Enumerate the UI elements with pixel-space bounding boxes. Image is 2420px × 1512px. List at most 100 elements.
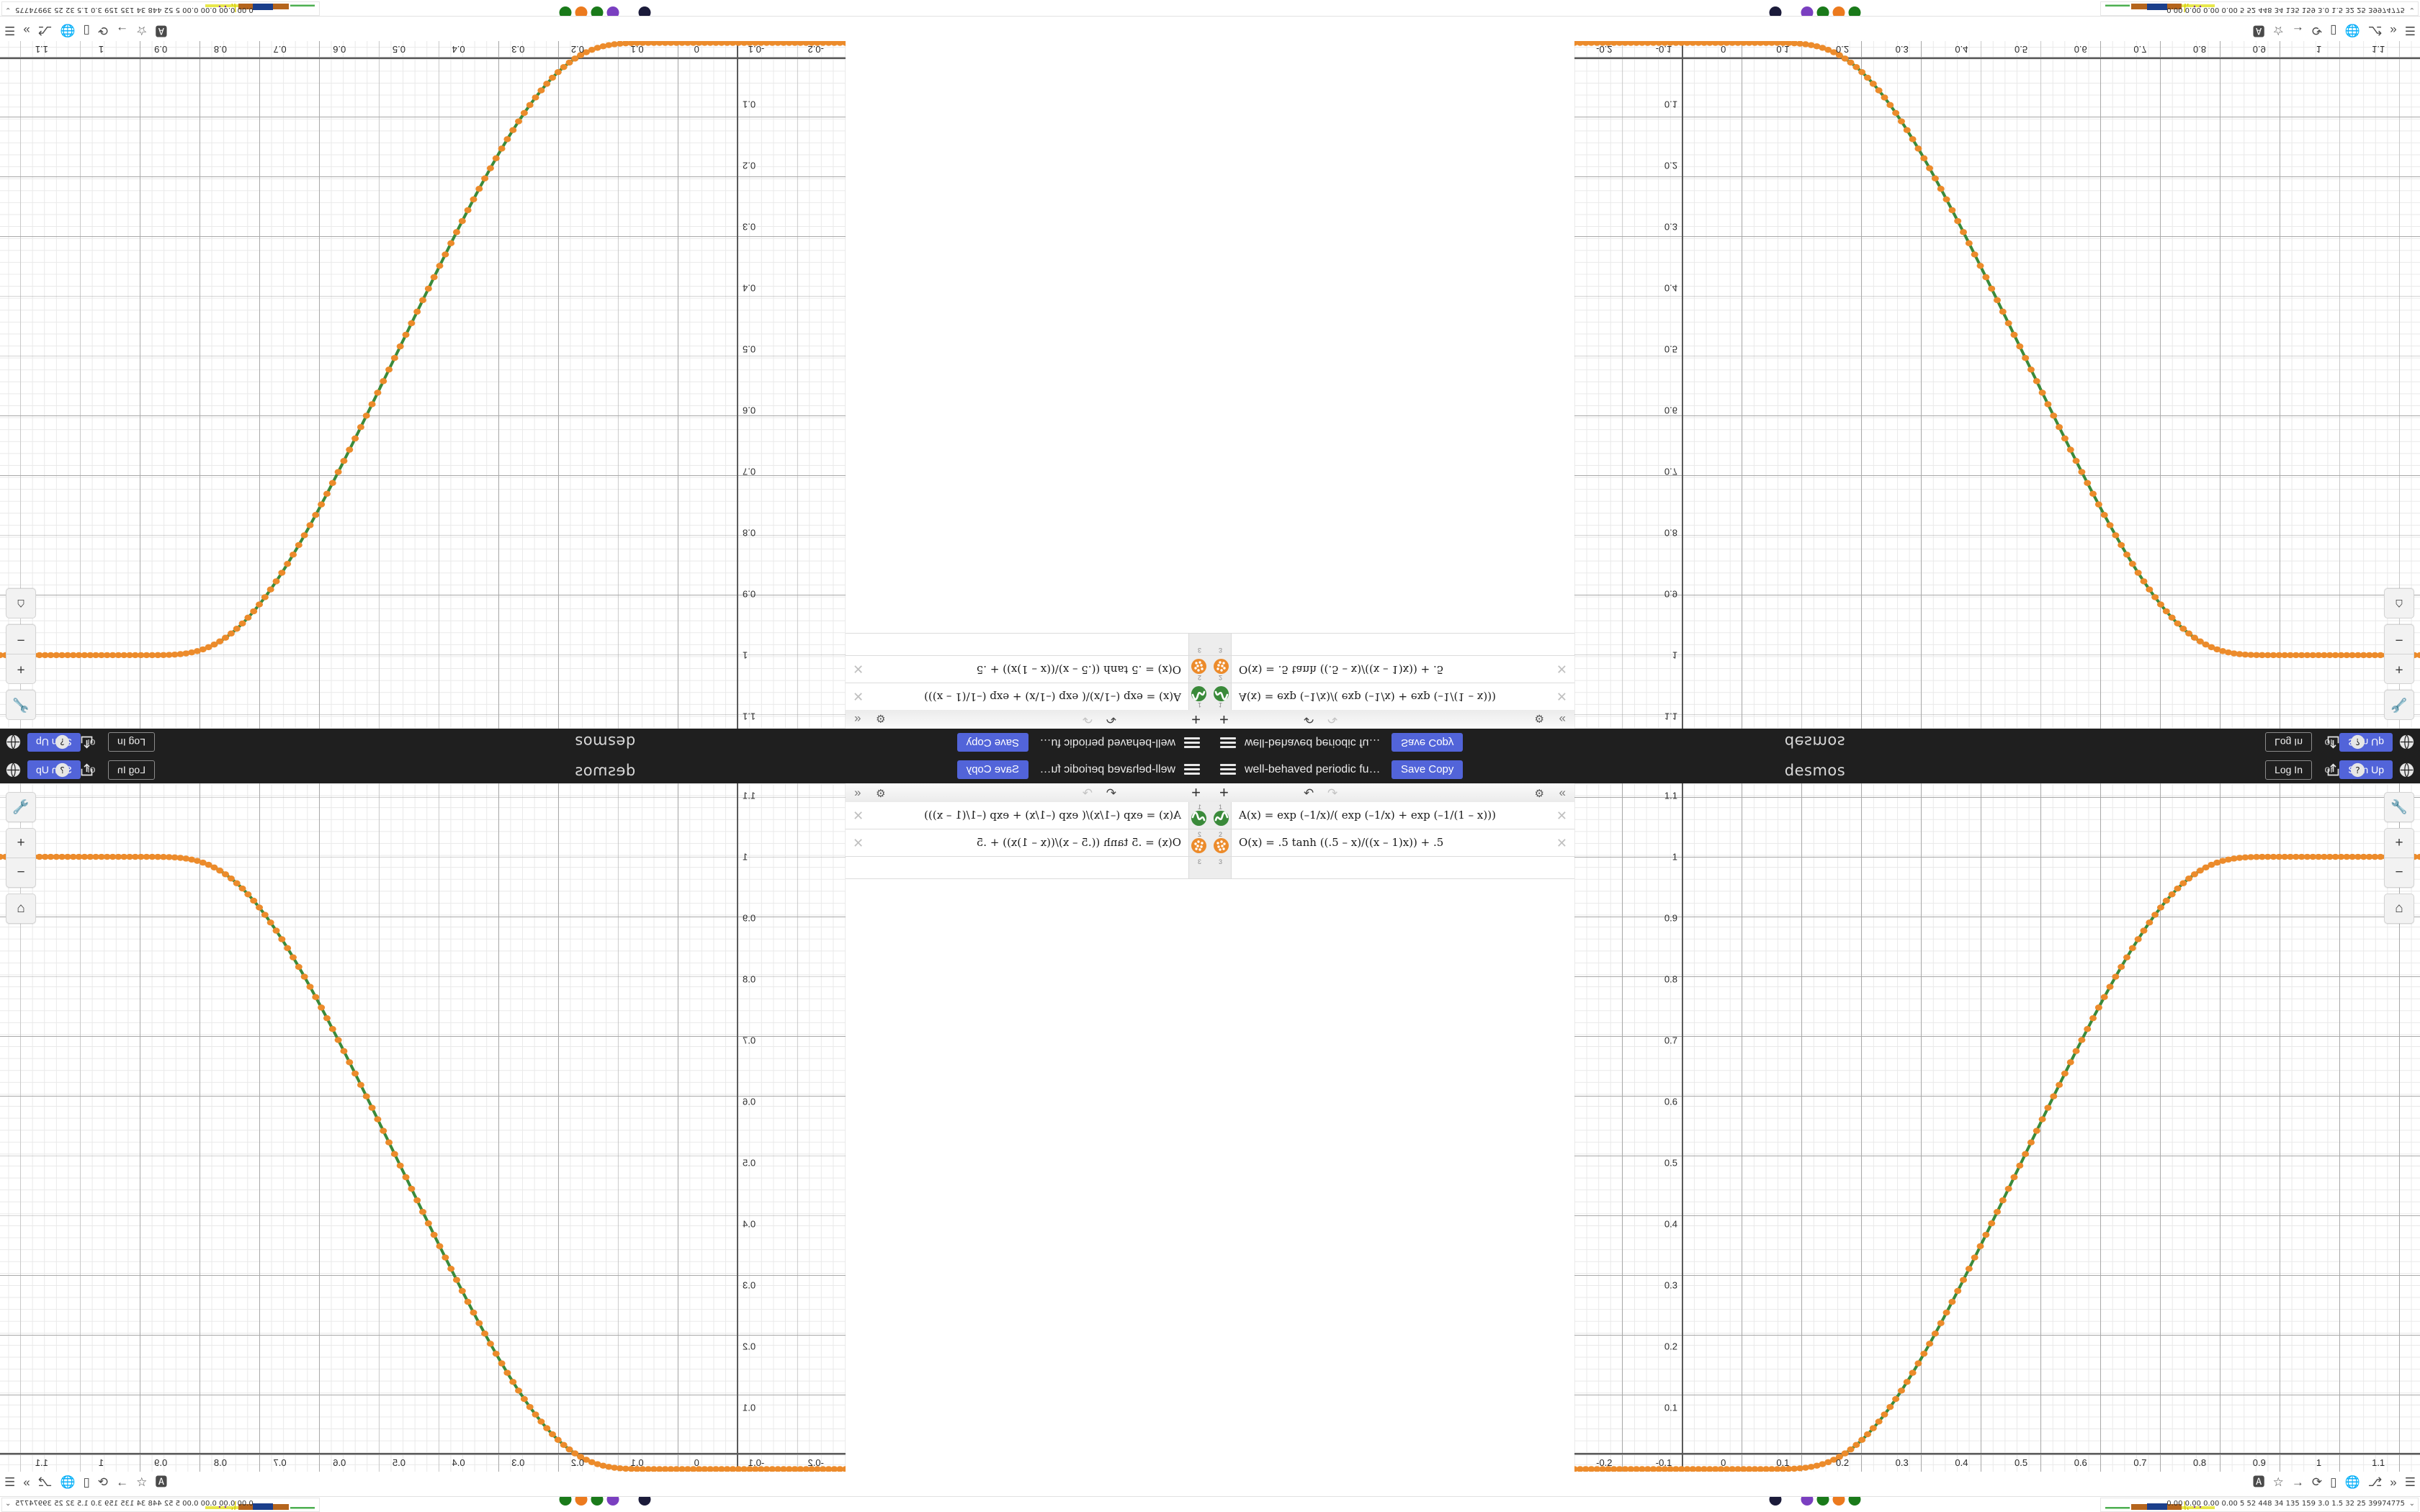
pocket-icon[interactable]: ⎇ — [37, 1475, 53, 1489]
save-copy-button[interactable]: Save Copy — [1392, 733, 1464, 752]
home-button[interactable]: ⌂ — [6, 894, 36, 924]
reader-icon[interactable]: ▯ — [2330, 1475, 2337, 1489]
graph-title[interactable]: well-behaved periodic funct... — [1039, 763, 1175, 775]
chevron-down-icon[interactable]: ⌄ — [2408, 6, 2415, 14]
help-icon[interactable]: ? — [55, 762, 70, 778]
zoom-out-button[interactable]: − — [2384, 624, 2414, 654]
add-expression-button[interactable]: + — [1191, 711, 1201, 729]
graph-menu-icon[interactable] — [1184, 762, 1200, 777]
redo-button[interactable]: ↷ — [1327, 786, 1338, 800]
translate-icon[interactable]: 🅰 — [2252, 1475, 2265, 1489]
home-button[interactable]: ⌂ — [6, 588, 36, 618]
reload-icon[interactable]: ⟳ — [2311, 24, 2323, 37]
graph-canvas[interactable]: -0.2 -0.1 0 0.1 0.2 0.3 0.4 0.5 0.6 0.7 0.8 0.9 1 1.1… — [1574, 0, 2420, 729]
add-expression-button[interactable]: + — [1219, 711, 1229, 729]
graph-menu-icon[interactable] — [1184, 735, 1200, 750]
forward-arrow-icon[interactable]: → — [116, 1475, 129, 1489]
pocket-icon[interactable]: ⎇ — [2367, 24, 2383, 37]
sign-up-button[interactable]: Sign Up — [27, 733, 81, 752]
graph-title[interactable]: well-behaved periodic funct... — [1039, 737, 1175, 749]
graph-title[interactable]: well-behaved periodic funct... — [1245, 737, 1381, 749]
collapse-panel-icon[interactable]: « — [854, 713, 861, 726]
gear-icon[interactable]: ⚙ — [876, 788, 886, 800]
share-icon[interactable] — [79, 734, 94, 750]
sign-up-button[interactable]: Sign Up — [27, 760, 81, 779]
reload-icon[interactable]: ⟳ — [97, 1475, 109, 1489]
chevron-down-icon[interactable]: ⌄ — [5, 6, 12, 14]
sine-wave-icon[interactable] — [1214, 686, 1229, 701]
delete-expression-icon[interactable]: ✕ — [1556, 809, 1567, 823]
forward-arrow-icon[interactable]: → — [2291, 24, 2304, 37]
undo-button[interactable]: ↶ — [1304, 712, 1314, 726]
language-globe-icon[interactable] — [6, 734, 21, 750]
expression-math[interactable]: O(x) = .5 tanh ((.5 – x)/((x – 1)x)) + .… — [1239, 663, 1444, 676]
graph-canvas[interactable]: -0.2 -0.1 0 0.1 0.2 0.3 0.4 0.5 0.6 0.7 0.8 0.9 1 1.1… — [1574, 783, 2420, 1512]
dotted-points-icon[interactable] — [1214, 838, 1229, 853]
add-expression-button[interactable]: + — [1219, 783, 1229, 801]
expression-math[interactable]: O(x) = .5 tanh ((.5 – x)/((x – 1)x)) + .… — [976, 663, 1181, 676]
expression-row[interactable]: 1 A(x) = exp (–1/x)/( exp (–1/x) + exp (–… — [846, 802, 1210, 829]
dotted-points-icon[interactable] — [1191, 659, 1206, 674]
expression-math[interactable]: A(x) = exp (–1/x)/( exp (–1/x) + exp (–1… — [1239, 690, 1496, 703]
zoom-out-button[interactable]: − — [2384, 858, 2414, 888]
redo-button[interactable]: ↷ — [1327, 712, 1338, 726]
delete-expression-icon[interactable]: ✕ — [853, 836, 864, 850]
zoom-out-button[interactable]: − — [6, 624, 36, 654]
menu-icon[interactable]: ☰ — [2404, 1475, 2416, 1489]
zoom-in-button[interactable]: + — [2384, 654, 2414, 684]
undo-button[interactable]: ↶ — [1304, 786, 1314, 800]
delete-expression-icon[interactable]: ✕ — [1556, 689, 1567, 703]
save-copy-button[interactable]: Save Copy — [956, 733, 1028, 752]
collapse-panel-icon[interactable]: « — [854, 786, 861, 799]
expression-row[interactable]: 2 O(x) = .5 tanh ((.5 – x)/((x – 1)x)) + … — [846, 829, 1210, 857]
help-icon[interactable]: ? — [2350, 734, 2365, 750]
dotted-points-icon[interactable] — [1191, 838, 1206, 853]
graph-menu-icon[interactable] — [1220, 735, 1236, 750]
delete-expression-icon[interactable]: ✕ — [853, 809, 864, 823]
reload-icon[interactable]: ⟳ — [2311, 1475, 2323, 1489]
globe-icon[interactable]: 🌐 — [60, 24, 76, 37]
graph-settings-button[interactable]: 🔧 — [2384, 792, 2414, 822]
chevron-double-right-icon[interactable]: » — [23, 24, 30, 37]
forward-arrow-icon[interactable]: → — [116, 24, 129, 37]
graph-menu-icon[interactable] — [1220, 762, 1236, 777]
add-expression-button[interactable]: + — [1191, 783, 1201, 801]
chevron-down-icon[interactable]: ⌄ — [2408, 1500, 2415, 1508]
undo-button[interactable]: ↶ — [1106, 786, 1116, 800]
share-icon[interactable] — [2326, 762, 2341, 778]
log-in-button[interactable]: Log In — [2265, 760, 2312, 780]
gear-icon[interactable]: ⚙ — [1534, 788, 1544, 800]
graph-settings-button[interactable]: 🔧 — [6, 690, 36, 720]
globe-icon[interactable]: 🌐 — [2344, 24, 2360, 37]
pocket-icon[interactable]: ⎇ — [37, 24, 53, 37]
sine-wave-icon[interactable] — [1191, 811, 1206, 826]
sine-wave-icon[interactable] — [1214, 811, 1229, 826]
reader-icon[interactable]: ▯ — [83, 24, 90, 37]
sign-up-button[interactable]: Sign Up — [2339, 733, 2393, 752]
delete-expression-icon[interactable]: ✕ — [853, 662, 864, 676]
forward-arrow-icon[interactable]: → — [2291, 1475, 2304, 1489]
log-in-button[interactable]: Log In — [108, 760, 155, 780]
language-globe-icon[interactable] — [6, 762, 21, 778]
save-copy-button[interactable]: Save Copy — [1392, 760, 1464, 779]
expression-math[interactable]: A(x) = exp (–1/x)/( exp (–1/x) + exp (–1… — [1239, 809, 1496, 822]
expression-math[interactable]: A(x) = exp (–1/x)/( exp (–1/x) + exp (–1… — [924, 809, 1181, 822]
language-globe-icon[interactable] — [2399, 762, 2414, 778]
sine-wave-icon[interactable] — [1191, 686, 1206, 701]
reader-icon[interactable]: ▯ — [83, 1475, 90, 1489]
expression-row[interactable]: 2 O(x) = .5 tanh ((.5 – x)/((x – 1)x)) + … — [846, 655, 1210, 683]
reader-icon[interactable]: ▯ — [2330, 24, 2337, 37]
language-globe-icon[interactable] — [2399, 734, 2414, 750]
expression-row[interactable]: 3 — [1210, 857, 1574, 879]
expression-row[interactable]: 1 A(x) = exp (–1/x)/( exp (–1/x) + exp (–… — [1210, 802, 1574, 829]
zoom-in-button[interactable]: + — [2384, 828, 2414, 858]
translate-icon[interactable]: 🅰 — [2252, 24, 2265, 37]
gear-icon[interactable]: ⚙ — [876, 712, 886, 724]
translate-icon[interactable]: 🅰 — [155, 1475, 168, 1489]
share-icon[interactable] — [2326, 734, 2341, 750]
graph-canvas[interactable]: -0.2 -0.1 0 0.1 0.2 0.3 0.4 0.5 0.6 0.7 0.8 0.9 1 1.1… — [0, 0, 846, 729]
chevron-down-icon[interactable]: ⌄ — [5, 1500, 12, 1508]
expression-row[interactable]: 3 — [846, 633, 1210, 655]
menu-icon[interactable]: ☰ — [4, 1475, 16, 1489]
expression-row[interactable]: 1 A(x) = exp (–1/x)/( exp (–1/x) + exp (–… — [846, 683, 1210, 710]
